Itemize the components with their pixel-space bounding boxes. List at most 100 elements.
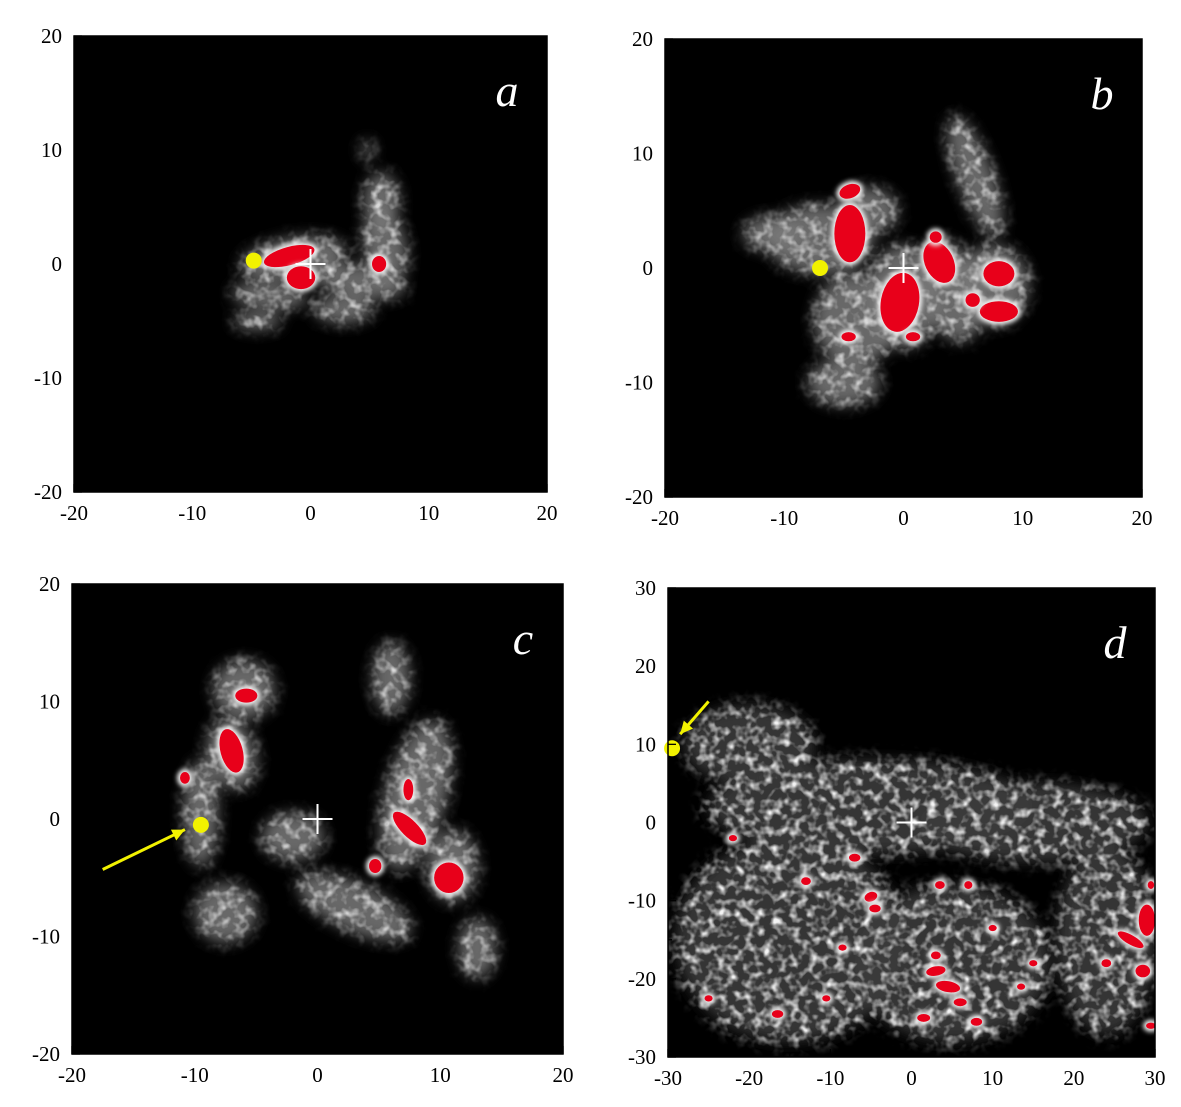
marker-dot <box>245 252 262 269</box>
x-tick-label: 0 <box>898 506 909 530</box>
x-tick-label: 20 <box>1063 1066 1084 1090</box>
marker-dot <box>664 740 681 757</box>
y-tick-label: 30 <box>635 576 656 600</box>
red-region <box>864 891 878 902</box>
y-tick-label: 20 <box>41 24 62 48</box>
x-tick-label: 20 <box>553 1063 574 1087</box>
red-region <box>822 995 831 1002</box>
x-tick-label: 10 <box>982 1066 1003 1090</box>
y-tick-label: 0 <box>643 256 654 280</box>
y-tick-label: -20 <box>625 485 653 509</box>
x-tick-label: 10 <box>1012 506 1033 530</box>
x-tick-label: 30 <box>1145 1066 1166 1090</box>
center-cross <box>888 253 919 283</box>
red-region <box>180 772 190 784</box>
red-region <box>1147 881 1155 889</box>
y-tick-label: -30 <box>628 1045 656 1069</box>
y-tick-label: -20 <box>628 967 656 991</box>
x-tick-label: 20 <box>537 501 558 525</box>
y-tick-label: 0 <box>52 252 63 276</box>
red-region <box>1146 1022 1155 1029</box>
x-tick-label: 0 <box>305 501 316 525</box>
marker-dot <box>192 816 209 833</box>
red-region <box>369 858 382 874</box>
panel-letter: d <box>1104 617 1128 668</box>
red-region <box>979 301 1018 322</box>
red-region <box>1017 983 1026 990</box>
red-region <box>880 272 920 332</box>
center-cross <box>295 249 326 279</box>
red-region <box>923 241 956 283</box>
center-cross <box>896 807 927 838</box>
x-tick-label: -20 <box>60 501 88 525</box>
x-tick-label: 0 <box>312 1063 323 1087</box>
panel-letter: b <box>1091 68 1114 119</box>
panel-a: -20 -10 0 10 20 20 10 0 -10 -20 a <box>34 24 558 525</box>
x-tick-label: -20 <box>735 1066 763 1090</box>
red-region <box>1101 959 1112 968</box>
y-tick-label: -10 <box>34 366 62 390</box>
panel-b: -20 -10 0 10 20 20 10 0 -10 -20 b <box>625 27 1153 530</box>
red-region <box>970 1017 983 1026</box>
red-region <box>917 1014 931 1022</box>
pointer-arrow <box>102 828 186 871</box>
red-region <box>728 835 737 842</box>
panel-letter: c <box>513 613 533 664</box>
red-region <box>1117 931 1144 949</box>
red-region <box>983 261 1015 287</box>
y-tick-label: 10 <box>632 142 653 166</box>
red-region <box>403 779 414 801</box>
x-tick-label: -10 <box>178 501 206 525</box>
y-tick-label: -10 <box>625 371 653 395</box>
red-region <box>838 944 847 951</box>
x-tick-label: -20 <box>651 506 679 530</box>
red-region <box>849 853 861 862</box>
panel-c: -20 -10 0 10 20 20 10 0 -10 -20 c <box>32 572 574 1087</box>
x-tick-label: 0 <box>906 1066 917 1090</box>
red-region <box>834 205 866 263</box>
red-region <box>219 729 244 773</box>
axis-ticks <box>73 35 548 493</box>
red-region <box>263 244 315 268</box>
red-region <box>434 862 464 894</box>
x-tick-label: -20 <box>58 1063 86 1087</box>
red-region <box>371 256 387 272</box>
x-tick-label: -30 <box>654 1066 682 1090</box>
marker-dot <box>812 260 829 276</box>
panel-d: -30 -20 -10 0 10 20 30 30 20 10 0 -10 -20 -30 d <box>628 576 1166 1090</box>
y-tick-label: 20 <box>635 654 656 678</box>
y-tick-label: -20 <box>34 480 62 504</box>
pointer-arrow <box>679 700 710 736</box>
red-region <box>926 966 946 976</box>
red-region <box>964 881 973 889</box>
red-region <box>869 904 881 913</box>
red-region <box>935 881 945 889</box>
red-contours <box>177 685 467 897</box>
x-tick-label: -10 <box>816 1066 844 1090</box>
center-cross <box>302 804 333 834</box>
x-tick-label: -10 <box>770 506 798 530</box>
red-region <box>935 980 961 993</box>
red-region <box>965 293 980 307</box>
red-region <box>235 688 258 703</box>
red-region <box>929 231 942 243</box>
y-tick-label: 10 <box>39 690 60 714</box>
red-region <box>930 951 941 960</box>
y-tick-label: 0 <box>50 807 61 831</box>
y-tick-label: -10 <box>32 925 60 949</box>
red-region <box>1138 904 1155 936</box>
red-region <box>988 924 997 932</box>
y-tick-label: -20 <box>32 1042 60 1066</box>
red-region <box>704 995 713 1002</box>
y-tick-label: 10 <box>635 732 656 756</box>
red-contours <box>831 180 1021 345</box>
red-region <box>801 877 811 886</box>
y-tick-label: 20 <box>632 27 653 51</box>
red-region <box>905 332 921 342</box>
red-region <box>839 183 861 199</box>
y-tick-label: 20 <box>39 572 60 596</box>
x-tick-label: 20 <box>1132 506 1153 530</box>
panel-letter: a <box>496 65 519 116</box>
x-tick-label: -10 <box>181 1063 209 1087</box>
